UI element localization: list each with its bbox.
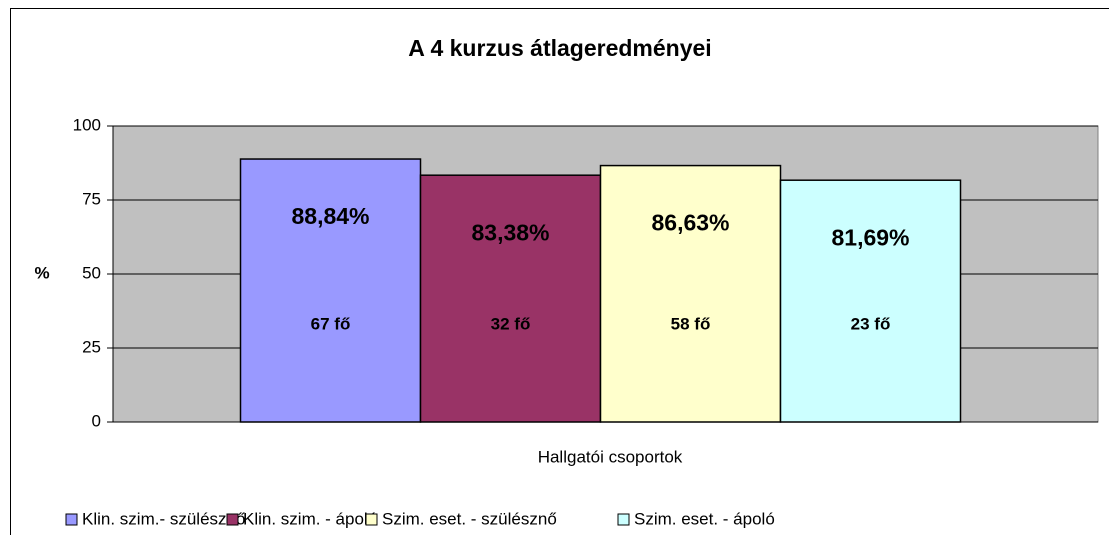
value-label: 83,38% [471, 219, 549, 245]
legend-label: Szim. eset. - szülésznő [382, 509, 557, 528]
legend-label: Klin. szim.- szülésznő [82, 509, 245, 528]
y-tick-label: 100 [73, 115, 101, 134]
bar [419, 174, 602, 423]
legend-swatch [226, 513, 239, 526]
bar [779, 179, 962, 423]
y-tick-label: 50 [82, 263, 101, 282]
bar-annotation: 58 fő [671, 314, 711, 333]
y-axis-label: % [34, 263, 49, 282]
bar-annotation: 32 fő [491, 314, 531, 333]
value-label: 88,84% [291, 203, 369, 229]
legend-swatch [365, 513, 378, 526]
y-tick-label: 0 [92, 411, 101, 430]
bar-annotation: 23 fő [851, 314, 891, 333]
legend-swatch [617, 513, 630, 526]
legend-label: Szim. eset. - ápoló [634, 509, 775, 528]
bar [599, 164, 782, 423]
bar [239, 158, 422, 423]
value-label: 81,69% [831, 224, 909, 250]
y-tick-label: 75 [82, 189, 101, 208]
legend-label: Klin. szim. - ápoló [243, 509, 377, 528]
value-label: 86,63% [651, 210, 729, 236]
bar-annotation: 67 fő [311, 314, 351, 333]
y-tick-label: 25 [82, 337, 101, 356]
chart-title: A 4 kurzus átlageredményei [408, 35, 711, 61]
legend-swatch [65, 513, 78, 526]
x-axis-label: Hallgatói csoportok [538, 447, 683, 466]
